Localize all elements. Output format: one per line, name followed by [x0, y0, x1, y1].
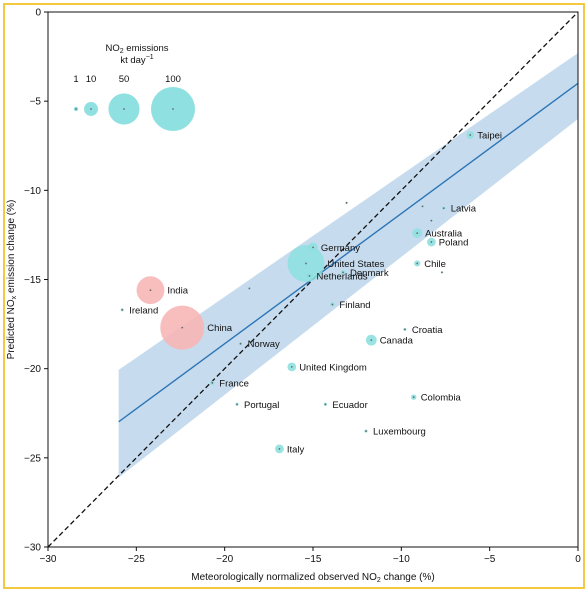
data-point-center: [421, 205, 424, 208]
point-label-germany: Germany: [321, 243, 360, 254]
point-label-india: India: [167, 286, 188, 297]
legend-circle-center: [123, 108, 125, 110]
y-tick-label: −20: [24, 364, 41, 375]
point-label-finland: Finland: [339, 300, 370, 311]
legend-circle-center: [172, 108, 174, 110]
point-label-denmark: Denmark: [350, 268, 389, 279]
y-tick-label: −25: [24, 453, 41, 464]
data-point-center: [342, 271, 344, 274]
legend-label-100: 100: [165, 74, 181, 85]
data-point-center: [430, 241, 433, 243]
point-label-france: France: [219, 378, 249, 389]
legend-circle-center: [90, 108, 92, 110]
point-label-australia: Australia: [425, 229, 463, 240]
point-label-canada: Canada: [380, 336, 414, 347]
legend-units: kt day−1: [120, 54, 153, 66]
data-point-center: [211, 382, 214, 384]
x-tick-label: −20: [216, 554, 233, 565]
points-layer: [120, 131, 475, 454]
x-tick-label: −30: [40, 554, 57, 565]
data-point-center: [149, 289, 152, 292]
y-tick-label: −15: [24, 275, 41, 286]
data-point-center: [441, 271, 443, 274]
y-tick-label: −5: [30, 97, 42, 108]
point-label-latvia: Latvia: [451, 204, 477, 215]
x-tick-label: −5: [484, 554, 496, 565]
point-label-taipei: Taipei: [477, 131, 502, 142]
data-point-center: [308, 275, 311, 277]
fit-line: [118, 82, 579, 423]
data-point-center: [324, 403, 327, 406]
point-label-portugal: Portugal: [244, 400, 279, 411]
y-axis-label: Predicted NOx emission change (%): [6, 200, 18, 360]
data-point-center: [248, 287, 251, 290]
point-label-croatia: Croatia: [412, 325, 443, 336]
data-point-center: [365, 430, 367, 432]
point-label-colombia: Colombia: [421, 393, 462, 404]
data-point-center: [430, 219, 433, 222]
x-tick-label: −15: [305, 554, 322, 565]
point-label-netherlands: Netherlands: [316, 271, 367, 282]
x-tick-label: 0: [575, 554, 581, 565]
data-point-center: [305, 262, 307, 265]
data-point-center: [412, 396, 415, 399]
data-point-center: [181, 326, 184, 329]
data-point-center: [416, 232, 419, 235]
x-tick-label: −10: [393, 554, 410, 565]
point-label-united-kingdom: United Kingdom: [299, 362, 367, 373]
point-label-china: China: [207, 323, 233, 334]
x-axis-label: Meteorologically normalized observed NO2…: [191, 572, 434, 584]
legend-circle-center: [75, 108, 77, 110]
y-tick-label: 0: [35, 8, 41, 19]
y-tick-label: −30: [24, 543, 41, 554]
point-label-united-states: United States: [327, 259, 384, 270]
x-tick-label: −25: [128, 554, 145, 565]
data-point-center: [370, 339, 373, 342]
point-label-ireland: Ireland: [129, 305, 158, 316]
data-point-center: [236, 403, 238, 406]
axes-layer: −30 −25 −20 −15 −10 −5 0 −30 −25 −20 −15 −10 −5 0 Mete…: [6, 8, 581, 585]
point-label-poland: Poland: [439, 238, 469, 249]
y-tick-label: −10: [24, 186, 41, 197]
point-label-italy: Italy: [287, 444, 305, 455]
data-point-center: [121, 308, 124, 311]
data-point-center: [442, 207, 445, 210]
confidence-band-layer: [118, 53, 579, 478]
data-point-center: [290, 365, 293, 368]
data-point-center: [312, 246, 314, 249]
legend-label-50: 50: [119, 74, 130, 85]
data-point-center: [239, 342, 242, 345]
data-point-center: [331, 303, 334, 306]
data-point-center: [469, 134, 472, 136]
data-point-center: [403, 328, 406, 331]
data-point-center: [416, 262, 419, 265]
point-label-chile: Chile: [424, 259, 446, 270]
point-label-norway: Norway: [248, 339, 280, 350]
confidence-band: [118, 53, 579, 478]
legend-label-10: 10: [86, 74, 97, 85]
data-point-center: [345, 201, 348, 204]
point-label-luxembourg: Luxembourg: [373, 427, 426, 438]
legend-title: NO2 emissions: [105, 43, 168, 55]
point-label-ecuador: Ecuador: [332, 400, 367, 411]
legend-label-1: 1: [73, 74, 78, 85]
data-point-center: [278, 448, 281, 450]
